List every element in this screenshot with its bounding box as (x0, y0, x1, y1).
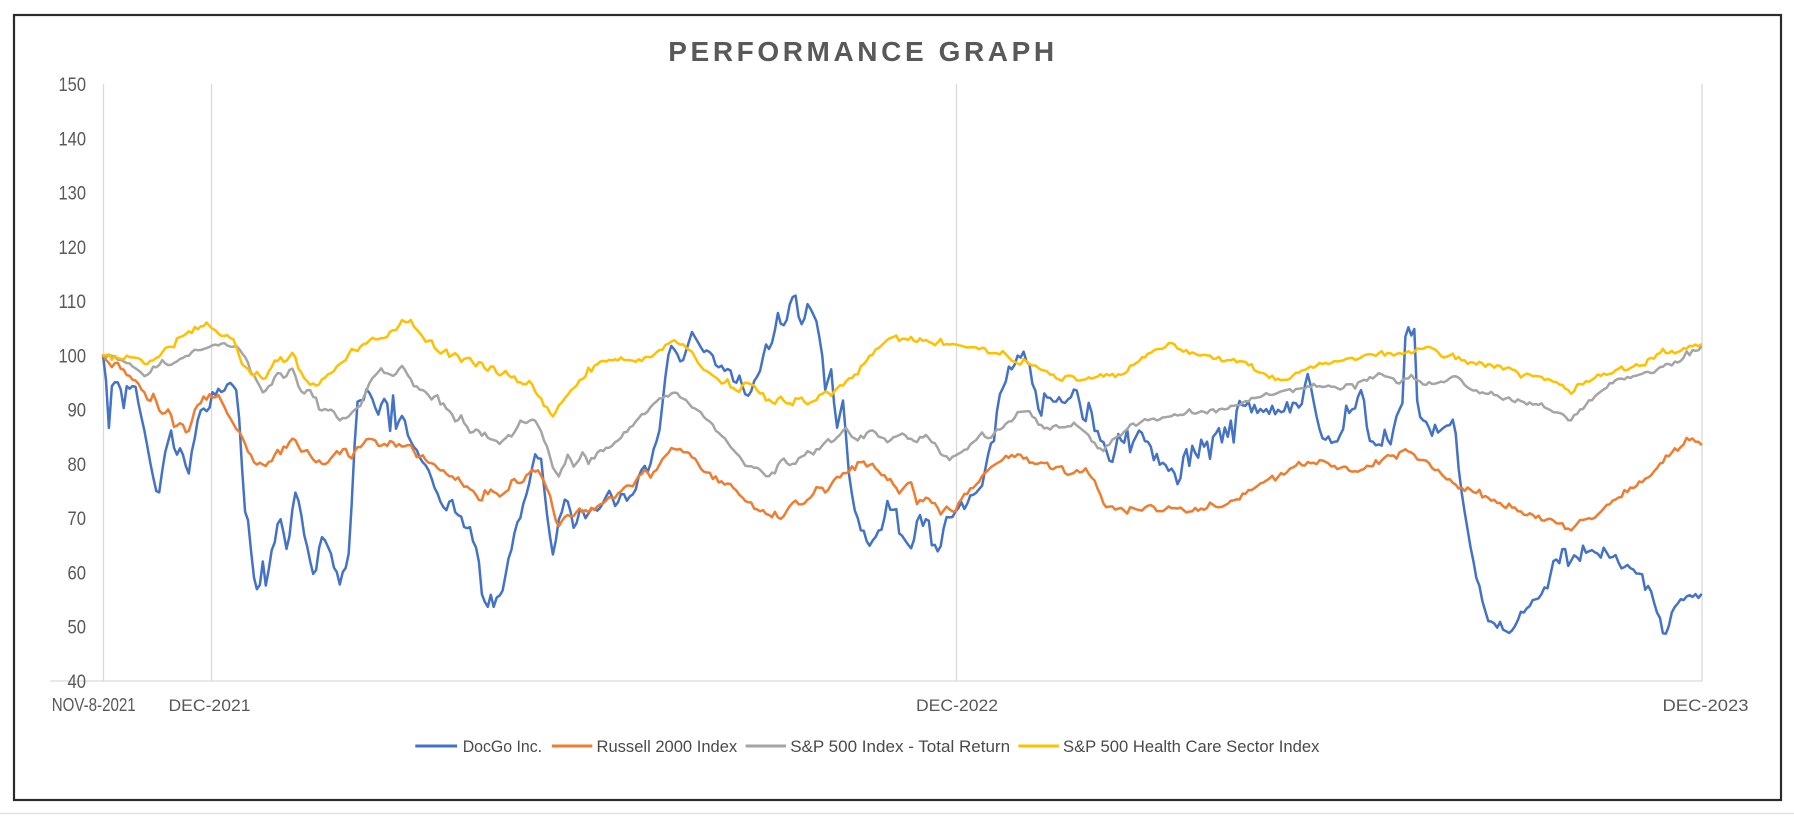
svg-text:150: 150 (59, 75, 87, 96)
svg-text:S&P 500 Index - Total Return: S&P 500 Index - Total Return (790, 737, 1010, 756)
svg-text:140: 140 (59, 129, 87, 150)
svg-text:120: 120 (59, 238, 87, 259)
svg-text:DocGo Inc.: DocGo Inc. (463, 737, 542, 756)
svg-text:Russell 2000 Index: Russell 2000 Index (597, 737, 738, 756)
svg-text:DEC-2023: DEC-2023 (1663, 696, 1749, 715)
svg-text:100: 100 (59, 346, 87, 367)
svg-text:70: 70 (68, 509, 87, 530)
svg-text:110: 110 (59, 292, 87, 313)
svg-text:NOV-8-2021: NOV-8-2021 (52, 695, 136, 715)
svg-text:S&P 500 Health Care Sector Ind: S&P 500 Health Care Sector Index (1063, 737, 1320, 756)
svg-text:60: 60 (68, 564, 87, 585)
svg-text:80: 80 (68, 455, 87, 476)
svg-text:DEC-2021: DEC-2021 (169, 696, 251, 715)
svg-text:DEC-2022: DEC-2022 (916, 696, 998, 715)
svg-text:PERFORMANCE GRAPH: PERFORMANCE GRAPH (668, 36, 1057, 67)
svg-text:50: 50 (68, 618, 87, 639)
svg-text:90: 90 (68, 401, 87, 422)
svg-text:130: 130 (59, 184, 87, 205)
svg-text:40: 40 (68, 672, 87, 693)
